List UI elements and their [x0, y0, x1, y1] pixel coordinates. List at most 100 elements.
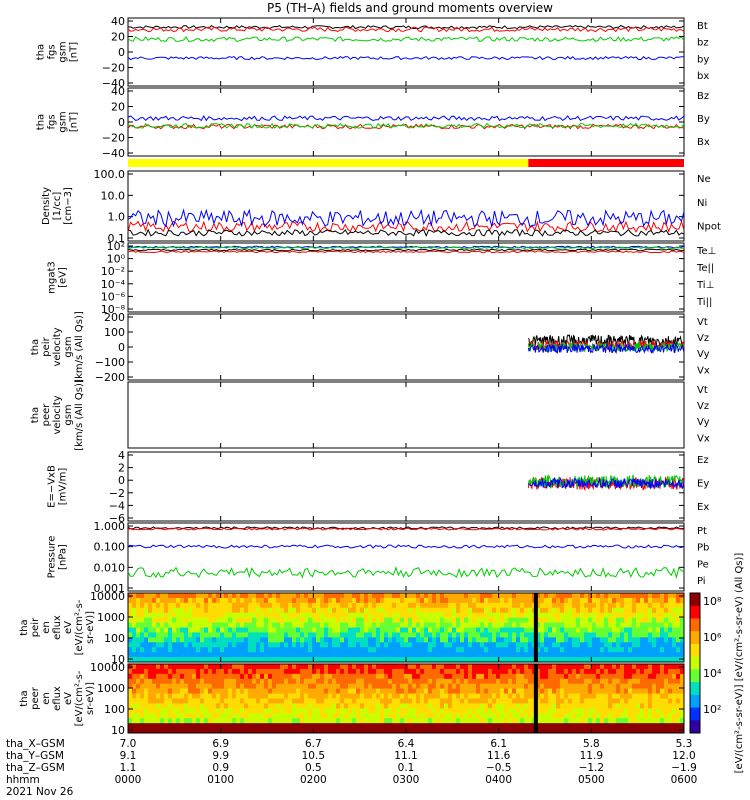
spectrogram-cell [256, 718, 261, 724]
spectrogram-cell [528, 652, 533, 658]
spectrogram-cell [268, 632, 273, 638]
spectrogram-cell [332, 617, 337, 623]
spectrogram-cell [624, 652, 629, 658]
spectrogram-cell [172, 593, 177, 599]
spectrogram-cell [240, 627, 245, 633]
spectrogram-cell [588, 703, 593, 709]
spectrogram-cell [340, 637, 345, 643]
spectrogram-cell [536, 612, 541, 618]
spectrogram-cell [528, 728, 533, 734]
spectrogram-cell [340, 627, 345, 633]
spectrogram-cell [320, 688, 325, 694]
spectrogram-cell [184, 698, 189, 704]
spectrogram-cell [620, 602, 625, 609]
spectrogram-cell [292, 657, 297, 663]
spectrogram-cell [504, 657, 509, 663]
spectrogram-cell [160, 612, 165, 618]
spectrogram-cell [224, 688, 229, 694]
spectrogram-cell [544, 617, 549, 623]
spectrogram-cell [340, 593, 345, 599]
spectrogram-cell [580, 602, 585, 609]
spectrogram-cell [416, 657, 421, 663]
spectrogram-cell [644, 652, 649, 658]
spectrogram-cell [204, 647, 209, 653]
spectrogram-cell [256, 673, 261, 680]
spectrogram-cell [616, 713, 621, 719]
spectrogram-cell [396, 693, 401, 699]
spectrogram-cell [324, 698, 329, 704]
spectrogram-cell [432, 693, 437, 699]
spectrogram-cell [592, 632, 597, 638]
spectrogram-cell [208, 627, 213, 633]
spectrogram-cell [420, 642, 425, 648]
y-tick-label: 20 [111, 101, 125, 114]
spectrogram-cell [308, 637, 313, 643]
spectrogram-cell [448, 708, 453, 714]
spectrogram-cell [256, 657, 261, 663]
spectrogram-cell [176, 597, 181, 604]
colorbar-tick-label: 10⁸ [703, 595, 722, 608]
spectrogram-cell [368, 673, 373, 680]
spectrogram-cell [664, 593, 669, 599]
spectrogram-cell [400, 688, 405, 694]
spectrogram-cell [400, 607, 405, 614]
spectrogram-cell [612, 683, 617, 689]
spectrogram-cell [580, 597, 585, 604]
spectrogram-cell [480, 713, 485, 719]
spectrogram-cell [592, 597, 597, 604]
spectrogram-cell [328, 647, 333, 653]
y-axis-label: thapeirenefluxeV[eV/(cm²-s-sr-eV)] [19, 599, 96, 655]
spectrogram-cell [624, 612, 629, 618]
spectrogram-cell [336, 652, 341, 658]
spectrogram-cell [540, 703, 545, 709]
legend-entry-Vt: Vt [697, 385, 708, 396]
spectrogram-cell [292, 652, 297, 658]
spectrogram-cell [344, 597, 349, 604]
spectrogram-cell [556, 642, 561, 648]
spectrogram-cell [484, 617, 489, 623]
spectrogram-cell [208, 647, 213, 653]
spectrogram-cell [672, 678, 677, 685]
spectrogram-cell [284, 688, 289, 694]
spectrogram-cell [560, 652, 565, 658]
spectrogram-cell [644, 612, 649, 618]
spectrogram-cell [148, 632, 153, 638]
spectrogram-cell [268, 602, 273, 609]
spectrogram-cell [288, 627, 293, 633]
spectrogram-cell [224, 597, 229, 604]
spectrogram-cell [620, 627, 625, 633]
spectrogram-cell [336, 668, 341, 675]
y-axis-label-line: [mV/m] [58, 468, 69, 506]
spectrogram-cell [540, 597, 545, 604]
spectrogram-cell [420, 602, 425, 609]
spectrogram-cell [328, 673, 333, 680]
spectrogram-cell [260, 683, 265, 689]
spectrogram-cell [668, 708, 673, 714]
spectrogram-cell [216, 708, 221, 714]
spectrogram-cell [668, 683, 673, 689]
spectrogram-cell [324, 723, 329, 729]
spectrogram-cell [308, 652, 313, 658]
spectrogram-cell [464, 647, 469, 653]
spectrogram-cell [608, 612, 613, 618]
spectrogram-cell [288, 728, 293, 734]
spectrogram-cell [224, 622, 229, 628]
spectrogram-cell [292, 688, 297, 694]
spectrogram-cell [164, 683, 169, 689]
spectrogram-cell [276, 683, 281, 689]
spectrogram-cell [384, 607, 389, 614]
spectrogram-cell [144, 657, 149, 663]
spectrogram-cell [428, 617, 433, 623]
spectrogram-cell [664, 678, 669, 685]
spectrogram-cell [580, 718, 585, 724]
spectrogram-cell [552, 597, 557, 604]
spectrogram-cell [504, 612, 509, 618]
spectrogram-cell [512, 657, 517, 663]
spectrogram-cell [508, 718, 513, 724]
spectrogram-cell [560, 642, 565, 648]
spectrogram-cell [348, 657, 353, 663]
spectrogram-cell [136, 647, 141, 653]
spectrogram-cell [368, 597, 373, 604]
spectrogram-cell [268, 617, 273, 623]
spectrogram-cell [668, 597, 673, 604]
